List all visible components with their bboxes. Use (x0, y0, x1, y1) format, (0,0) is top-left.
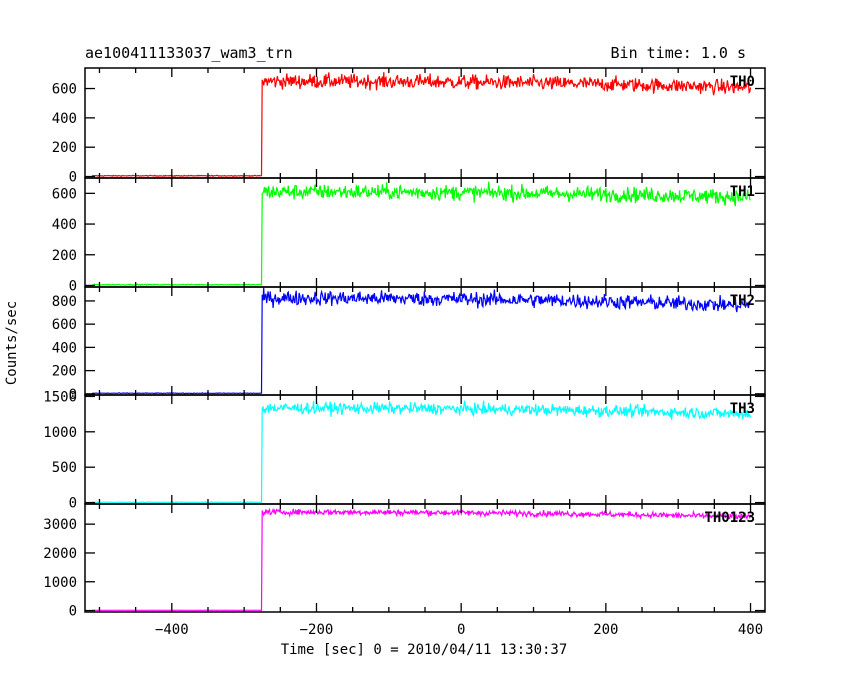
y-tick-label: 800 (52, 294, 77, 310)
y-tick-label: 400 (52, 217, 77, 233)
y-tick-label: 200 (52, 364, 77, 380)
x-axis-label: Time [sec] 0 = 2010/04/11 13:30:37 (281, 642, 568, 658)
panel-th2: 0 200 400 600 800 TH2 (52, 286, 766, 403)
y-axis-label: Counts/sec (4, 301, 20, 385)
x-tick-label: −200 (300, 622, 334, 638)
panel-label: TH2 (730, 293, 755, 309)
y-tick-label: 1000 (43, 425, 77, 441)
y-tick-label: 400 (52, 340, 77, 356)
y-tick-label: 400 (52, 111, 77, 127)
y-tick-label: 600 (52, 186, 77, 202)
y-tick-label: 0 (69, 170, 77, 186)
panel-th1: 0 200 400 600 TH1 (52, 177, 766, 294)
series-line-th1 (92, 181, 751, 287)
y-tick-label: 500 (52, 460, 77, 476)
panel-label: TH0 (730, 74, 755, 90)
y-tick-label: 200 (52, 248, 77, 264)
x-tick-label: 200 (593, 622, 618, 638)
panel-th3: 0 500 1000 1500 TH3 (43, 389, 766, 512)
panel-th0: 0 200 400 600 TH0 (52, 67, 766, 186)
panels-group: 0 200 400 600 TH0 0 200 400 600 TH1 0 200 400 600 800 T… (43, 67, 766, 638)
bin-time-label: Bin time: 1.0 s (610, 44, 746, 62)
y-tick-label: 600 (52, 82, 77, 98)
chart-title: ae100411133037_wam3_trn (85, 44, 293, 62)
y-tick-label: 2000 (43, 546, 77, 562)
y-tick-label: 1500 (43, 389, 77, 405)
y-tick-label: 0 (69, 278, 77, 294)
x-tick-label: 400 (738, 622, 763, 638)
panel-label: TH3 (730, 401, 755, 417)
panel-frame (84, 503, 766, 613)
y-tick-label: 0 (69, 604, 77, 620)
y-tick-label: 600 (52, 317, 77, 333)
series-line-th3 (92, 400, 752, 504)
series-line-th2 (92, 287, 751, 395)
y-tick-label: 0 (69, 387, 77, 403)
x-tick-label: −400 (155, 622, 189, 638)
series-line-th0123 (92, 507, 752, 612)
y-tick-label: 0 (69, 496, 77, 512)
panel-frame (84, 67, 766, 179)
panel-th0123: 0 1000 2000 3000 TH0123 (43, 503, 766, 620)
panel-label: TH1 (730, 184, 755, 200)
y-tick-label: 200 (52, 140, 77, 156)
panel-frame (84, 286, 766, 396)
panel-label: TH0123 (704, 510, 755, 526)
x-tick-label: 0 (457, 622, 465, 638)
series-line-th0 (92, 72, 752, 178)
y-tick-label: 1000 (43, 575, 77, 591)
y-tick-label: 3000 (43, 517, 77, 533)
